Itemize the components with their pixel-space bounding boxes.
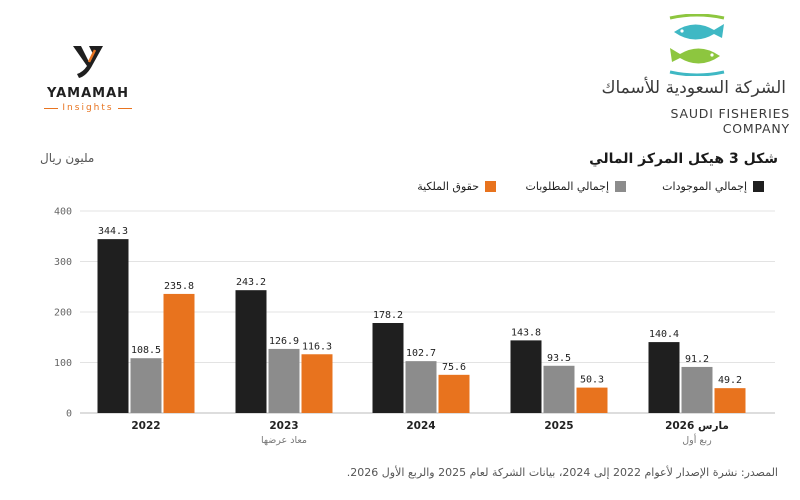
x-category-note: معاد عرضها <box>261 435 307 446</box>
bar <box>438 374 470 413</box>
data-label: 344.3 <box>98 226 128 237</box>
legend-item-equity: حقوق الملكية <box>417 179 496 193</box>
data-label: 140.4 <box>649 329 679 340</box>
x-category-label: 2022 <box>131 420 160 432</box>
bar-chart: 0 100 200 300 400 344.3 108.5 235.8 2022 243.2 126… <box>54 207 775 446</box>
y-tick-label: 400 <box>54 207 72 218</box>
bar <box>576 387 608 413</box>
data-label: 126.9 <box>269 336 299 347</box>
yamamah-logo: YAMAMAH Insights <box>40 44 136 120</box>
bar <box>510 340 542 413</box>
bar <box>268 348 300 413</box>
legend-label: إجمالي المطلوبات <box>525 179 609 193</box>
x-category-label: 2024 <box>406 420 435 432</box>
data-label: 243.2 <box>236 277 266 288</box>
yamamah-mark-icon <box>73 46 103 78</box>
legend-swatch <box>753 180 764 192</box>
bar <box>130 358 162 413</box>
y-tick-label: 300 <box>54 257 72 268</box>
y-tick-label: 0 <box>66 409 72 420</box>
y-tick-label: 200 <box>54 308 72 319</box>
bar <box>543 365 575 413</box>
bar <box>648 342 680 413</box>
x-category-label: مارس 2026 <box>665 420 729 432</box>
bar <box>405 361 437 413</box>
unit-label: مليون ريال <box>40 151 95 165</box>
legend-label: إجمالي الموجودات <box>662 179 747 193</box>
bar <box>163 293 195 413</box>
x-category-label: 2025 <box>544 420 573 432</box>
data-label: 116.3 <box>302 341 332 352</box>
bar <box>681 366 713 413</box>
data-label: 108.5 <box>131 345 161 356</box>
bar <box>372 323 404 413</box>
fish-logo-icon <box>669 14 725 76</box>
data-label: 235.8 <box>164 281 194 292</box>
legend-item-total-assets: إجمالي الموجودات <box>662 179 764 193</box>
source-note: المصدر: نشرة الإصدار لأعوام 2022 إلى 202… <box>346 466 778 479</box>
saudi-fisheries-logo: الشركة السعودية للأسماك SAUDI FISHERIES … <box>600 14 790 136</box>
data-label: 75.6 <box>442 362 466 373</box>
data-label: 93.5 <box>547 353 571 364</box>
bar <box>235 290 267 413</box>
x-category-note: ربع أول <box>682 433 712 446</box>
chart-title: شكل 3 هيكل المركز المالي <box>589 151 778 167</box>
data-label: 49.2 <box>718 375 742 386</box>
bar <box>714 388 746 413</box>
data-label: 178.2 <box>373 310 403 321</box>
yamamah-tagline: Insights <box>62 103 114 113</box>
bar <box>301 354 333 413</box>
x-category-label: 2023 <box>269 420 298 432</box>
yamamah-name: YAMAMAH <box>46 86 130 101</box>
legend-item-total-liabilities: إجمالي المطلوبات <box>526 179 626 193</box>
bar <box>97 239 129 413</box>
data-label: 50.3 <box>580 375 604 386</box>
y-tick-label: 100 <box>54 358 72 369</box>
data-label: 102.7 <box>406 348 436 359</box>
legend-label: حقوق الملكية <box>417 179 479 193</box>
company-name-english: SAUDI FISHERIES COMPANY <box>670 106 790 136</box>
yamamah-tagline-rule <box>44 108 132 109</box>
data-label: 143.8 <box>511 327 541 338</box>
legend-swatch <box>615 180 626 192</box>
company-name-arabic: الشركة السعودية للأسماك <box>601 78 786 98</box>
data-label: 91.2 <box>685 354 709 365</box>
legend-swatch <box>485 180 496 192</box>
